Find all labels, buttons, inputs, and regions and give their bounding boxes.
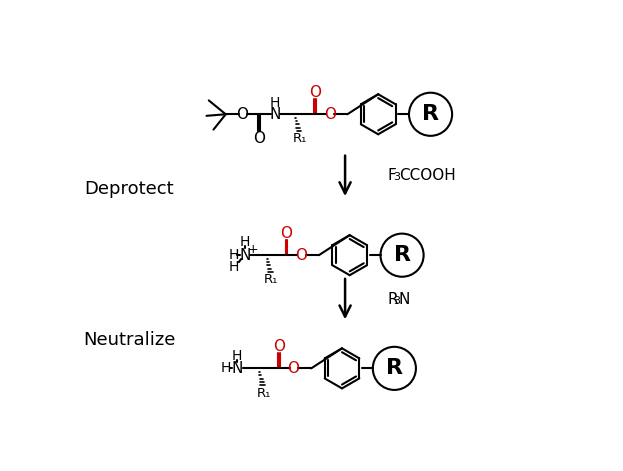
Text: R: R: [394, 245, 411, 265]
Text: H: H: [221, 361, 231, 375]
Text: O: O: [309, 85, 321, 100]
Text: O: O: [324, 107, 336, 122]
Text: N: N: [399, 292, 411, 307]
Text: R₁: R₁: [292, 132, 307, 146]
Text: O: O: [273, 339, 285, 354]
Text: F: F: [388, 168, 396, 183]
Text: 3: 3: [394, 172, 401, 182]
Text: O: O: [280, 226, 293, 241]
Text: R: R: [388, 292, 398, 307]
Text: N: N: [239, 248, 250, 263]
Text: R₁: R₁: [256, 387, 270, 399]
Text: +: +: [247, 243, 258, 256]
Text: O: O: [287, 361, 300, 376]
Text: H: H: [270, 96, 280, 110]
Text: R: R: [422, 104, 439, 124]
Text: R₁: R₁: [264, 273, 278, 286]
Text: H: H: [232, 349, 242, 363]
Text: N: N: [269, 107, 281, 122]
Text: Neutralize: Neutralize: [83, 331, 176, 349]
Text: H: H: [240, 235, 250, 249]
Text: H: H: [228, 260, 239, 274]
Text: 3: 3: [394, 296, 401, 306]
Text: O: O: [295, 248, 307, 263]
Text: CCOOH: CCOOH: [399, 168, 456, 183]
Text: O: O: [236, 107, 248, 122]
Text: O: O: [253, 131, 265, 146]
Text: N: N: [232, 361, 243, 376]
Text: R: R: [386, 358, 403, 378]
Text: H: H: [228, 248, 239, 262]
Text: Deprotect: Deprotect: [85, 180, 174, 198]
